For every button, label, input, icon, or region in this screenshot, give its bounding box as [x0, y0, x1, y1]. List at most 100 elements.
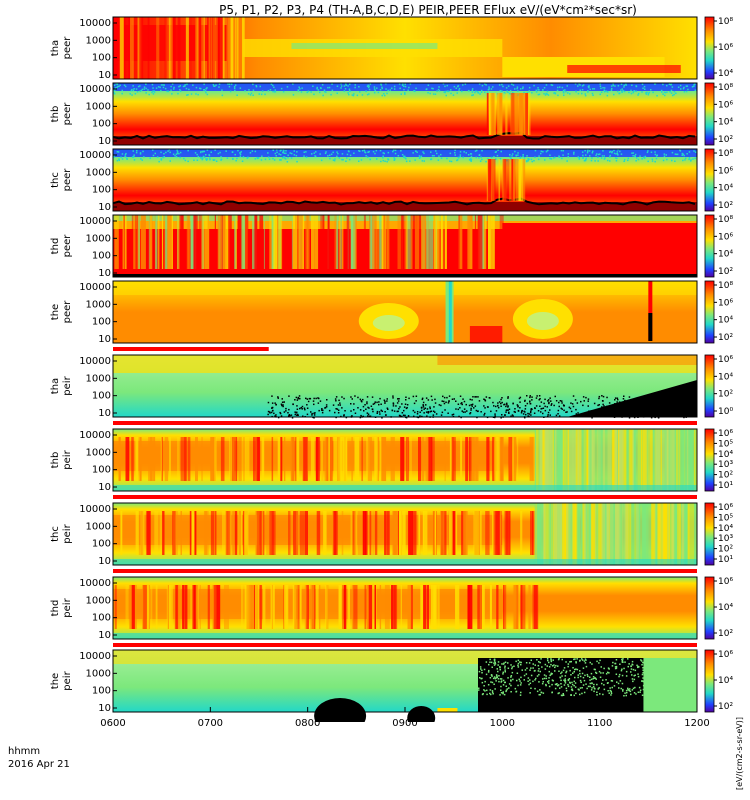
colorbar-tick-label: 10⁸: [718, 149, 733, 159]
panel-spectrogram-image: [113, 650, 697, 722]
x-tick-label: 0900: [392, 718, 417, 729]
colorbar-tick-label: 10⁸: [718, 215, 733, 225]
panel-the-peer: 10 100 1000 10000 the peer 10⁸ 10⁶ 10⁴ 10²: [50, 280, 733, 351]
y-tick-label: 10: [98, 556, 111, 567]
y-tick-label: 100: [92, 613, 111, 624]
panel-ylabel-kind: peir: [62, 449, 73, 469]
y-tick-label: 100: [92, 686, 111, 697]
colorbar-tick-label: 10⁶: [718, 577, 733, 587]
panel-thd-peer: 10 100 1000 10000 thd peer 10⁸ 10⁶ 10⁴ 10²: [50, 214, 733, 279]
y-tick-label: 1000: [86, 595, 111, 606]
panel-ylabel-probe: thd: [50, 238, 61, 255]
colorbar-tick-label: 10²: [718, 201, 733, 211]
panel-frame: [112, 576, 698, 640]
panel-ylabel-kind: peer: [62, 234, 73, 258]
x-tick-label: 0700: [198, 718, 223, 729]
x-tick-label: 1000: [490, 718, 515, 729]
panel-frame: [112, 148, 698, 212]
x-tick-label: 1100: [587, 718, 612, 729]
colorbar-tick-label: 10⁶: [718, 166, 733, 176]
y-tick-label: 1000: [86, 668, 111, 679]
y-tick-label: 1000: [86, 233, 111, 244]
colorbar-tick-label: 10⁶: [718, 100, 733, 110]
panel-ylabel-kind: peir: [62, 670, 73, 690]
panel-thd-peir: 10 100 1000 10000 thd peir 10⁶ 10⁴ 10²: [50, 576, 733, 647]
y-tick-label: 10000: [79, 578, 111, 589]
y-tick-label: 1000: [86, 35, 111, 46]
colorbar: [704, 16, 715, 80]
colorbar-tick-label: 10⁴: [718, 450, 733, 460]
colorbar: [704, 428, 715, 492]
y-tick-label: 100: [92, 539, 111, 550]
chart-title: P5, P1, P2, P3, P4 (TH-A,B,C,D,E) PEIR,P…: [219, 3, 637, 17]
panel-ylabel-kind: peer: [62, 36, 73, 60]
colorbar-tick-label: 10⁶: [718, 429, 733, 439]
colorbar-tick-label: 10⁸: [718, 281, 733, 291]
colorbar-tick-label: 10²: [718, 702, 733, 712]
colorbar-tick-label: 10²: [718, 267, 733, 277]
y-tick-label: 10000: [79, 18, 111, 29]
y-tick-label: 1000: [86, 521, 111, 532]
colorbar: [704, 148, 715, 212]
panel-spectrogram-image: [113, 429, 697, 499]
y-tick-label: 100: [92, 317, 111, 328]
colorbar-tick-label: 10⁸: [718, 83, 733, 93]
panel-ylabel-kind: peer: [62, 102, 73, 126]
y-tick-label: 10: [98, 482, 111, 493]
y-tick-label: 1000: [86, 447, 111, 458]
x-label-date: 2016 Apr 21: [8, 759, 70, 770]
panel-the-peir: 10 100 1000 10000 the peir 10⁶ 10⁴ 10²: [50, 649, 733, 722]
panel-ylabel-probe: the: [50, 304, 61, 320]
panel-spectrogram-image: [113, 355, 697, 425]
colorbar-tick-label: 10⁴: [718, 372, 733, 382]
panel-ylabel-probe: thd: [50, 600, 61, 617]
colorbar-tick-label: 10⁸: [718, 17, 733, 27]
y-tick-label: 100: [92, 53, 111, 64]
colorbar-tick-label: 10⁶: [718, 355, 733, 365]
x-tick-label: 0800: [295, 718, 320, 729]
y-tick-label: 1000: [86, 167, 111, 178]
colorbar: [704, 354, 715, 418]
colorbar-tick-label: 10⁴: [718, 524, 733, 534]
panel-frame: [112, 428, 698, 492]
y-tick-label: 10000: [79, 216, 111, 227]
panel-ylabel-probe: thb: [50, 106, 61, 123]
colorbar-tick-label: 10⁴: [718, 250, 733, 260]
panel-ylabel-probe: tha: [50, 378, 61, 394]
panel-ylabel-kind: peir: [62, 375, 73, 395]
panel-thb-peer: 10 100 1000 10000 thb peer 10⁸ 10⁶ 10⁴ 10²: [50, 82, 733, 147]
colorbar-tick-label: 10⁵: [718, 439, 733, 449]
colorbar-unit-label: [eV/(cm2-s-sr-eV)]: [735, 717, 744, 790]
panel-frame: [112, 82, 698, 146]
y-tick-label: 10: [98, 70, 111, 81]
y-tick-label: 100: [92, 185, 111, 196]
panel-ylabel-probe: thb: [50, 452, 61, 469]
colorbar-tick-label: 10³: [718, 534, 733, 544]
colorbar-tick-label: 10²: [718, 471, 733, 481]
panel-spectrogram-image: [113, 83, 697, 145]
x-tick-label: 1200: [684, 718, 709, 729]
colorbar: [704, 214, 715, 278]
colorbar-tick-label: 10²: [718, 545, 733, 555]
panel-frame: [112, 280, 698, 344]
colorbar-tick-label: 10²: [718, 333, 733, 343]
colorbar: [704, 576, 715, 640]
panel-ylabel-probe: tha: [50, 40, 61, 56]
panel-ylabel-kind: peir: [62, 597, 73, 617]
y-tick-label: 10000: [79, 356, 111, 367]
colorbar: [704, 280, 715, 344]
colorbar: [704, 502, 715, 566]
colorbar-tick-label: 10⁶: [718, 503, 733, 513]
panel-ylabel-kind: peer: [62, 300, 73, 324]
colorbar: [704, 82, 715, 146]
y-tick-label: 1000: [86, 299, 111, 310]
y-tick-label: 10000: [79, 504, 111, 515]
panel-frame: [112, 502, 698, 566]
y-tick-label: 100: [92, 119, 111, 130]
y-tick-label: 10000: [79, 84, 111, 95]
colorbar-tick-label: 10¹: [718, 555, 733, 565]
x-label-hhmm: hhmm: [8, 746, 40, 757]
y-tick-label: 10: [98, 408, 111, 419]
panel-ylabel-probe: the: [50, 673, 61, 689]
